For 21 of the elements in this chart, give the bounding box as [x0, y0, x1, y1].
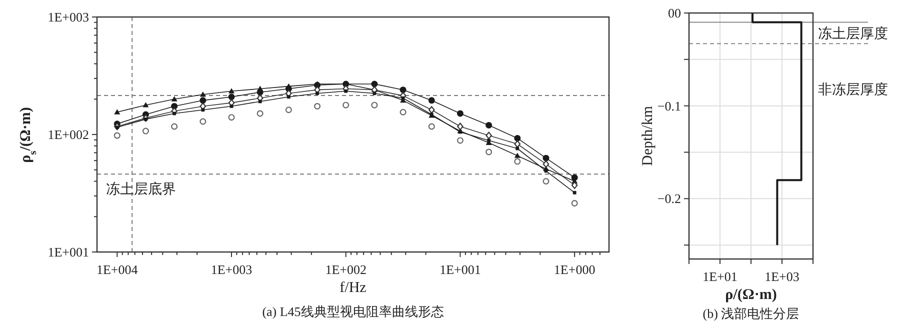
text: 冻土层厚度: [818, 26, 888, 42]
x-axis-title: ρ/(Ω·m): [725, 287, 777, 303]
y-tick-label: 1E+002: [48, 127, 89, 142]
y-tick-label: 1E+001: [48, 244, 89, 260]
text: (a) L45线典型视电阻率曲线形态: [262, 304, 444, 319]
x-tick-label: 1E+001: [440, 262, 481, 277]
ref-line-label: 冻土层底界: [106, 181, 176, 198]
x-tick-label: 1E+004: [96, 262, 138, 277]
x-tick-label: 1E+000: [554, 262, 596, 277]
x-axis-title: f/Hz: [340, 280, 367, 296]
text: (b) 浅部电性分层: [702, 306, 800, 321]
text: 非冻层厚度: [818, 82, 888, 98]
x-tick-label: 1E+002: [325, 262, 366, 277]
y-tick-label: −0.2: [657, 191, 681, 206]
y-tick-label: 1E+003: [48, 10, 89, 24]
x-tick-label: 1E+03: [764, 269, 800, 284]
x-tick-label: 1E+01: [702, 269, 738, 284]
y-axis-title: Depth/km: [640, 106, 656, 166]
y-tick-label: 00: [668, 6, 681, 20]
x-tick-label: 1E+003: [210, 262, 252, 277]
y-tick-label: −0.1: [657, 98, 681, 114]
